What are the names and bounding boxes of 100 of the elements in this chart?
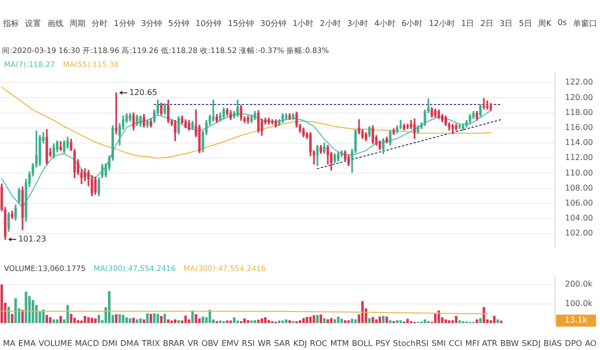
bar [194, 314, 198, 324]
bar [70, 314, 72, 324]
bar [236, 320, 239, 324]
text: 画线 [47, 18, 64, 29]
bar [114, 314, 118, 324]
annotation: 101.23 [18, 234, 46, 244]
y-tick-label: 118.00 [565, 108, 593, 117]
text: 指标 [3, 18, 19, 29]
annotation: 120.65 [129, 88, 158, 97]
bar [243, 318, 246, 324]
bar [496, 319, 500, 324]
bar [476, 319, 478, 324]
bar [191, 310, 194, 324]
y-tick-label: 100.0k [565, 298, 593, 308]
text: RSI [242, 339, 255, 348]
bar [288, 320, 291, 324]
bar [136, 319, 138, 324]
text: BBW [500, 339, 519, 348]
y-tick-label: 110.00 [565, 168, 593, 178]
y-tick-label: 108.00 [565, 183, 593, 192]
text: 1日 [461, 18, 474, 29]
bar [156, 314, 160, 324]
text: VOLUME [38, 339, 72, 348]
text: DPO [564, 339, 582, 348]
bar [323, 318, 326, 324]
text: DMA [120, 339, 139, 348]
text: 6小时 [402, 18, 423, 29]
bar [76, 320, 80, 324]
bar [166, 319, 170, 324]
bar [229, 320, 232, 324]
bar [330, 318, 333, 324]
bar [98, 314, 100, 324]
text: StochRSI [393, 339, 429, 348]
text: 15分钟 [228, 18, 254, 29]
bar [250, 320, 253, 324]
text: 2日 [480, 18, 494, 29]
text: 1分钟 [114, 18, 135, 29]
bar [284, 319, 288, 324]
y-tick-label: 106.00 [565, 198, 593, 208]
text: ROC [310, 339, 328, 348]
bar [32, 300, 34, 324]
text: WR [258, 339, 272, 348]
bar [278, 320, 280, 324]
bar [333, 319, 336, 324]
text: OBV [202, 339, 219, 348]
bar [24, 292, 28, 324]
bar [188, 319, 190, 324]
bar [42, 309, 45, 324]
text: KDJ [293, 339, 307, 348]
bar [350, 318, 354, 324]
text: 3日 [500, 18, 513, 29]
text: 设置 [25, 18, 42, 29]
bar [122, 314, 124, 324]
bar [177, 320, 180, 324]
bar [232, 317, 236, 324]
bar [142, 319, 146, 324]
y-tick-label: 102.00 [565, 228, 593, 238]
text: BRAR [162, 339, 185, 348]
bar [368, 318, 371, 324]
text: MTM [330, 339, 349, 348]
y-tick-label: 112.00 [565, 153, 593, 162]
bar [264, 317, 267, 324]
text: 12小时 [428, 18, 455, 29]
bar [309, 316, 312, 324]
text: 3分钟 [141, 18, 162, 29]
bar [372, 317, 374, 324]
bar [434, 314, 437, 324]
bar [14, 298, 17, 324]
bar [500, 320, 502, 324]
bar [336, 316, 340, 324]
text: 1小时 [292, 18, 314, 29]
bar [482, 307, 486, 324]
bar [87, 317, 90, 324]
text: 30分钟 [260, 18, 286, 29]
text: SKDJ [522, 339, 541, 348]
bar [160, 316, 163, 324]
bar [139, 318, 142, 324]
text: EMA [18, 339, 36, 348]
text: 周期 [69, 18, 86, 29]
bar [281, 320, 284, 324]
text: MACD [75, 339, 100, 348]
bar [302, 318, 305, 324]
bar [340, 318, 343, 324]
y-tick-label: 114.00 [565, 138, 593, 148]
text: 单窗口 [572, 18, 597, 29]
bar [66, 305, 69, 324]
text: MA [3, 339, 16, 348]
bar [80, 320, 83, 324]
bar [378, 316, 382, 324]
text: CCI [448, 339, 462, 348]
bar [226, 320, 228, 324]
text: TRIX [142, 339, 160, 348]
bar [361, 301, 364, 324]
bar [479, 318, 482, 324]
text: 5日 [518, 18, 532, 29]
text: PSY [375, 339, 390, 348]
bar [7, 306, 10, 324]
bar [254, 320, 256, 324]
bar [21, 310, 24, 324]
bar [125, 317, 128, 324]
